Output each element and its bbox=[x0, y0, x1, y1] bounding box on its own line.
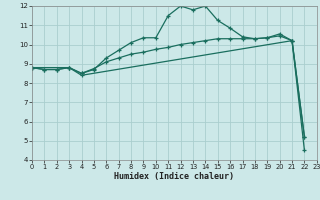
X-axis label: Humidex (Indice chaleur): Humidex (Indice chaleur) bbox=[115, 172, 234, 181]
